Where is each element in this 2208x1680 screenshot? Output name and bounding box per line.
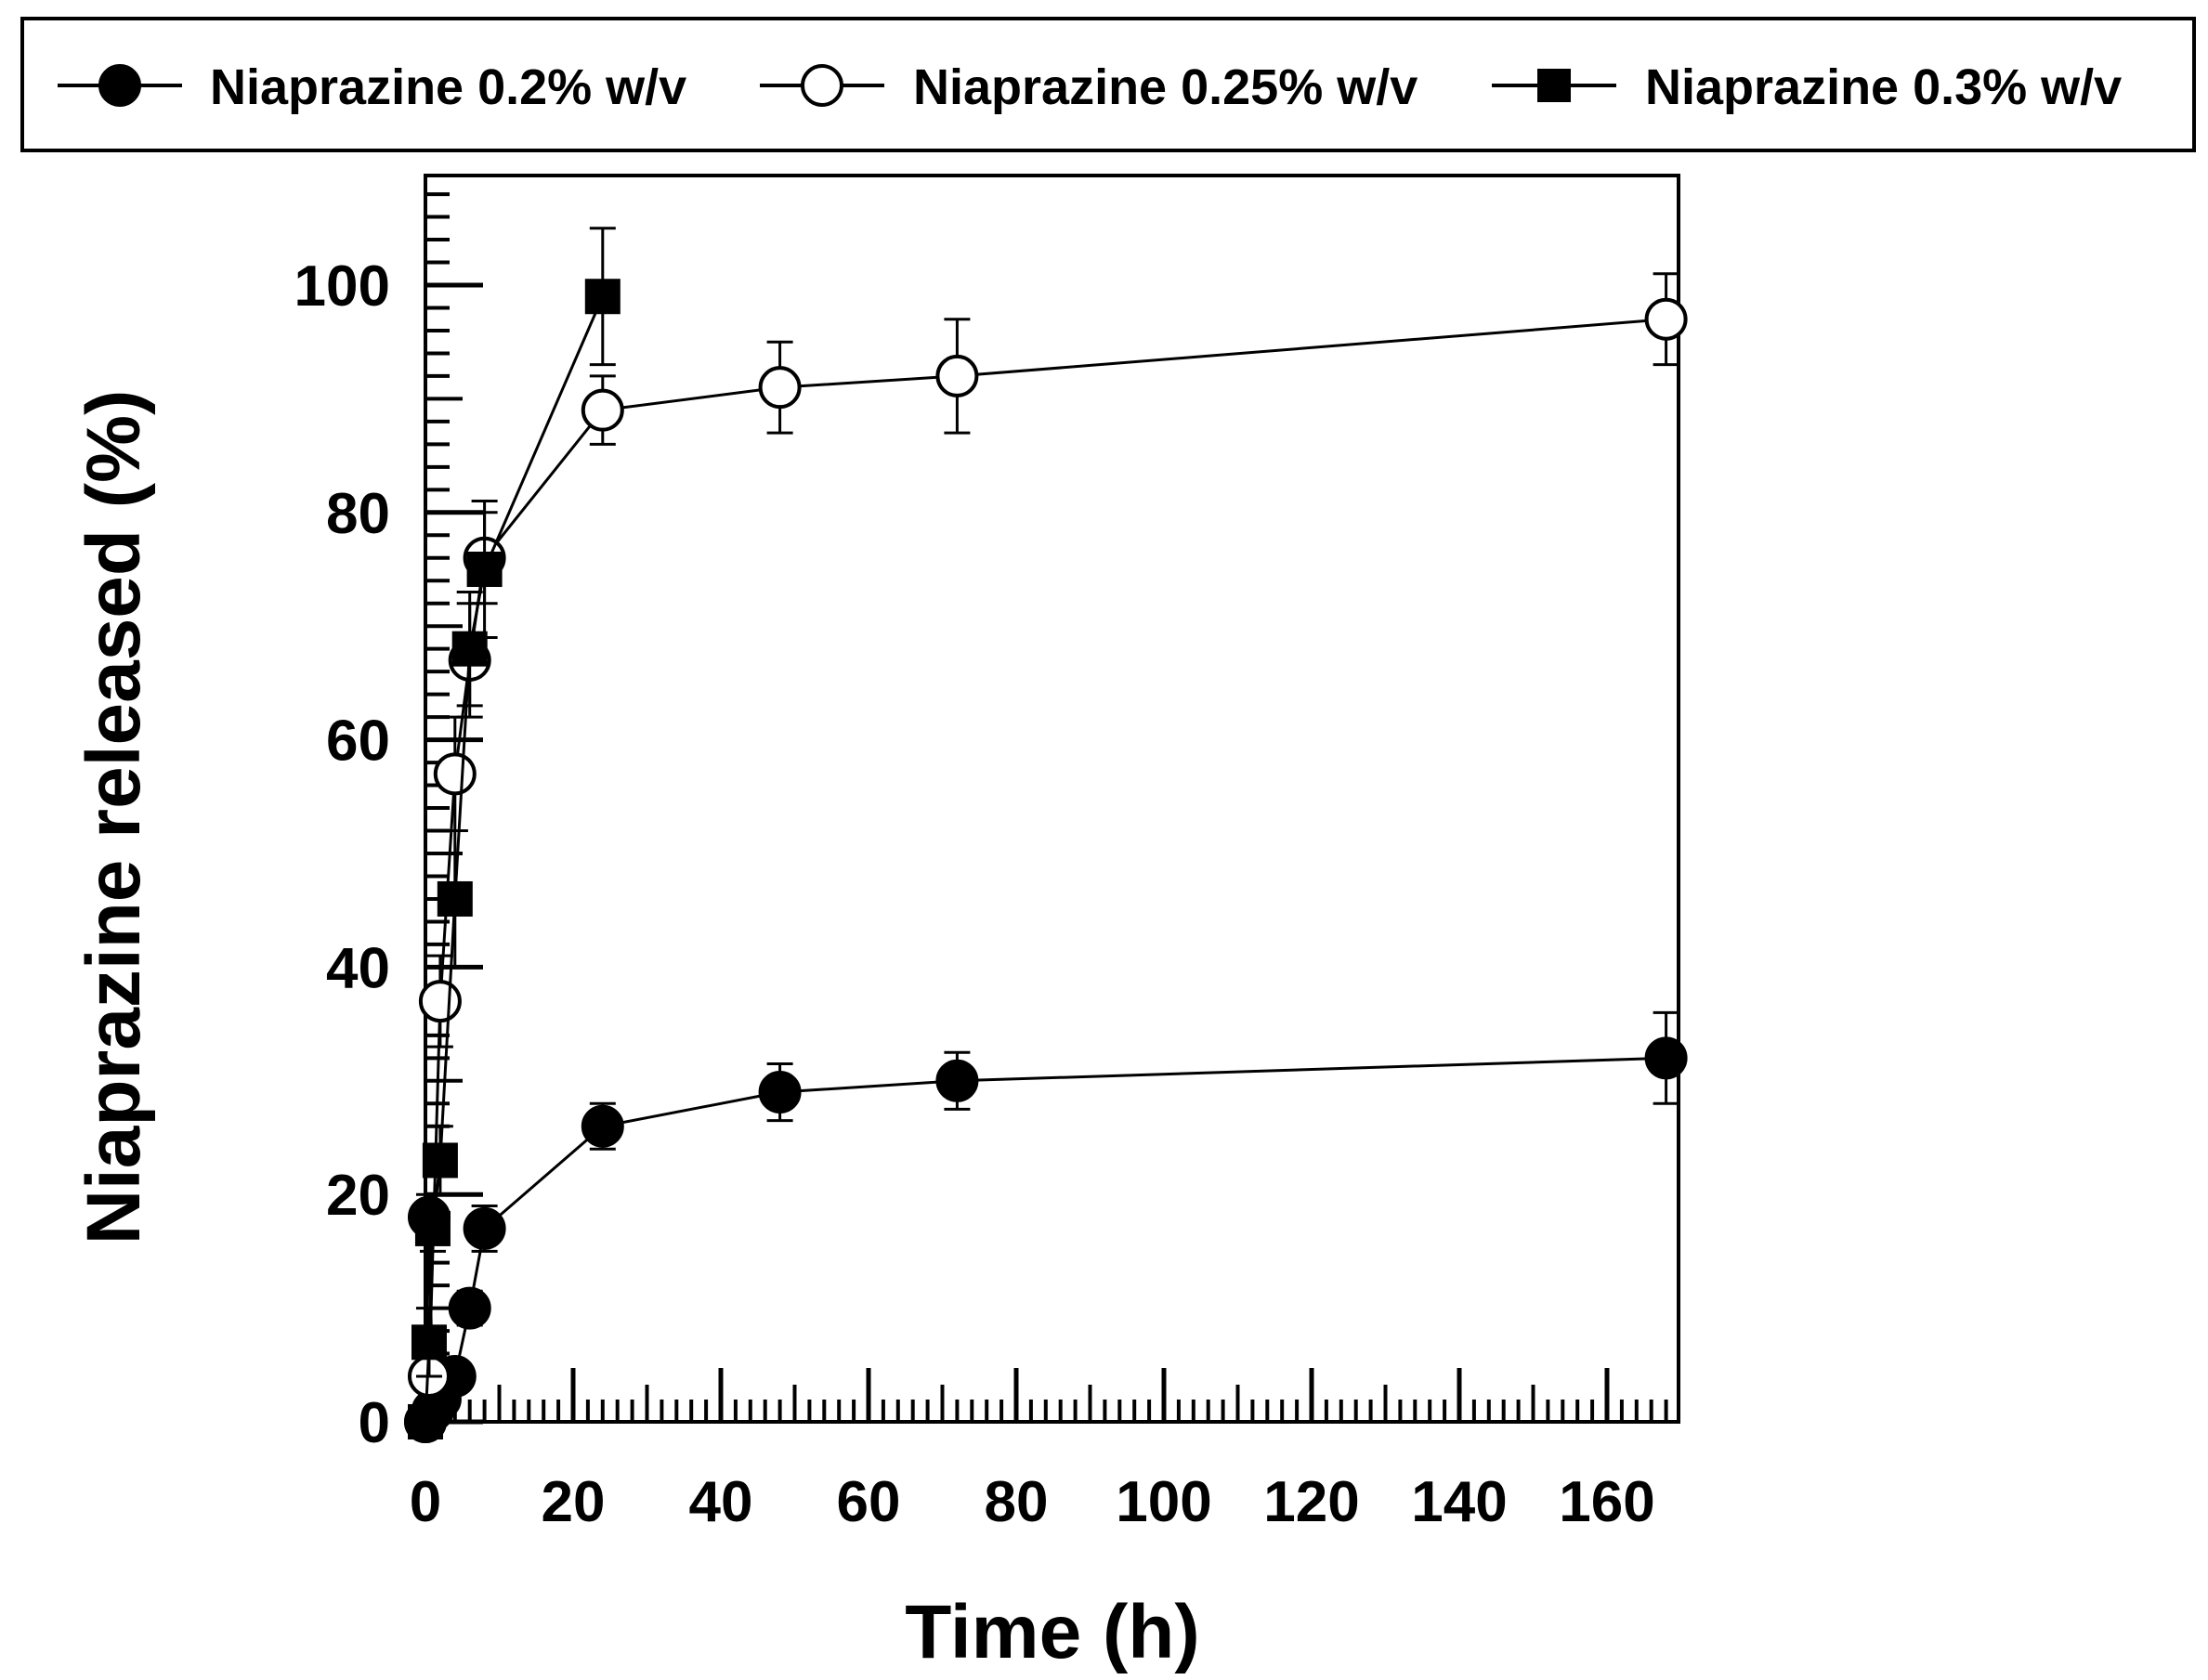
x-axis-tick-labels: 0 20 40 60 80 100 120 140 160 (410, 1470, 1655, 1534)
series-layer (404, 227, 1688, 1443)
x-tick-label: 120 (1263, 1470, 1359, 1534)
x-tick-label: 160 (1559, 1470, 1654, 1534)
y-tick-label: 20 (326, 1164, 390, 1228)
y-tick-label: 40 (326, 936, 390, 1000)
data-point-filled-circle (758, 1071, 802, 1114)
data-point-filled-circle (448, 1286, 491, 1330)
x-tick-label: 40 (689, 1470, 753, 1534)
data-point-square (584, 279, 621, 315)
legend: Niaprazine 0.2% w/v Niaprazine 0.25% w/v… (20, 17, 2196, 152)
y-tick-label: 60 (326, 710, 390, 774)
data-point-square (437, 880, 473, 917)
legend-label-series-3: Niaprazine 0.3% w/v (1645, 59, 2122, 115)
x-tick-label: 80 (985, 1470, 1049, 1534)
data-point-open-circle (1644, 297, 1688, 341)
series-2 (404, 272, 1688, 1443)
y-tick-label: 100 (294, 254, 390, 319)
data-point-square (422, 1142, 458, 1179)
data-point-open-circle (433, 752, 477, 796)
plot-frame (424, 174, 1680, 1424)
series-3 (408, 227, 621, 1439)
data-point-filled-circle (581, 1104, 624, 1148)
data-point-open-circle (935, 354, 979, 397)
y-tick-label: 0 (359, 1391, 390, 1455)
x-tick-label: 20 (542, 1470, 606, 1534)
legend-marker-open-circle (801, 64, 843, 107)
data-point-open-circle (581, 388, 624, 432)
data-point-square (466, 552, 503, 587)
x-axis-ticks (423, 1368, 1668, 1422)
data-point-filled-circle (1644, 1036, 1688, 1080)
x-tick-label: 100 (1116, 1470, 1211, 1534)
y-tick-label: 80 (326, 482, 390, 546)
y-axis-tick-labels: 0 20 40 60 80 100 (294, 254, 390, 1455)
data-point-filled-circle (935, 1059, 979, 1102)
legend-label-series-2: Niaprazine 0.25% w/v (913, 59, 1418, 115)
data-point-square (451, 631, 488, 667)
x-tick-label: 60 (837, 1470, 901, 1534)
y-axis-title: Niaprazine released (%) (72, 390, 156, 1245)
data-point-open-circle (418, 980, 462, 1023)
series-line (424, 295, 605, 1423)
data-point-square (414, 1210, 451, 1246)
data-point-open-circle (758, 366, 802, 410)
data-point-square (408, 1404, 443, 1439)
x-tick-label: 0 (410, 1470, 441, 1534)
x-axis-title: Time (h) (905, 1590, 1199, 1674)
legend-marker-filled-circle (98, 64, 141, 107)
series-line (424, 318, 1666, 1423)
legend-label-series-1: Niaprazine 0.2% w/v (210, 59, 686, 115)
data-point-filled-circle (463, 1206, 506, 1250)
legend-marker-filled-square (1537, 69, 1571, 102)
x-tick-label: 140 (1411, 1470, 1507, 1534)
legend-box (20, 17, 2196, 152)
series-1 (404, 1010, 1688, 1443)
data-point-square (411, 1324, 447, 1361)
